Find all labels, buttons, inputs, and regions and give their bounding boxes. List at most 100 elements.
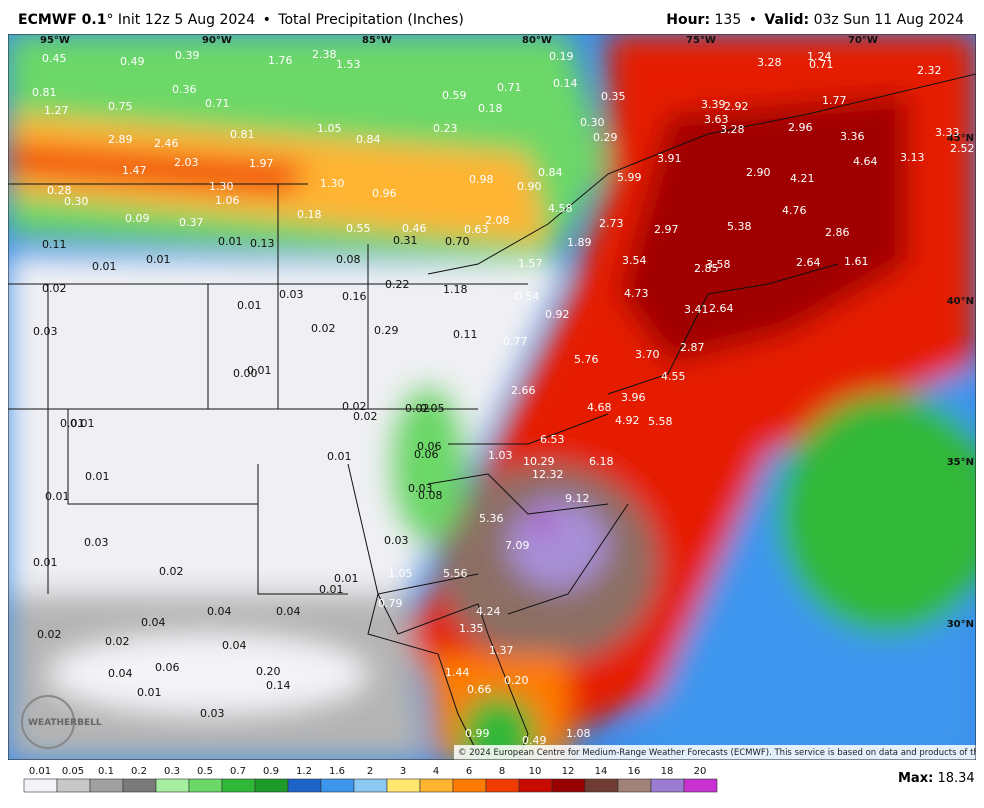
legend-swatch [386,778,421,793]
point-value: 1.53 [336,58,361,71]
point-value: 1.44 [445,666,470,679]
point-value: 0.06 [155,661,180,674]
legend-swatch [188,778,223,793]
point-value: 0.04 [207,605,232,618]
point-value: 0.01 [146,253,171,266]
legend-swatch [23,778,58,793]
header-left: ECMWF 0.1° Init 12z 5 Aug 2024 • Total P… [18,12,464,28]
point-value: 0.23 [433,122,458,135]
legend-tick: 18 [661,766,674,777]
legend: 0.01 0.05 0.1 0.2 0.3 0.5 0.7 0.9 1.2 1.6 2 3 4 6 8 10 1… [23,766,718,793]
legend-tick: 0.05 [62,766,84,777]
legend-tick: 1.6 [329,766,345,777]
point-value: 5.36 [479,512,504,525]
point-labels: 0.45 0.49 0.39 1.76 2.381.53 0.81 0.36 1.27 0.75… [32,48,975,747]
point-value: 4.76 [782,204,807,217]
legend-tick: 8 [499,766,505,777]
lat-label: 45°N [947,133,974,144]
point-value: 0.36 [172,83,197,96]
header: ECMWF 0.1° Init 12z 5 Aug 2024 • Total P… [0,0,984,34]
legend-swatch [56,778,91,793]
point-value: 7.09 [505,539,530,552]
legend-tick: 1.2 [296,766,312,777]
point-value: 0.18 [297,208,322,221]
legend-swatch [122,778,157,793]
legend-tick: 2 [367,766,373,777]
point-value: 0.49 [120,55,145,68]
point-value: 0.11 [453,328,478,341]
point-value: 4.64 [853,155,878,168]
point-value: 0.77 [503,335,528,348]
point-value: 0.81 [32,86,57,99]
point-value: 4.24 [476,605,501,618]
legend-swatch [485,778,520,793]
point-value: 3.28 [720,123,745,136]
point-value: 0.59 [442,89,467,102]
point-value: 3.96 [621,391,646,404]
point-value: 0.01 [85,470,110,483]
point-value: 3.41 [684,303,709,316]
point-value: 0.39 [175,49,200,62]
point-value: 1.05 [388,567,413,580]
point-value: 0.98 [469,173,494,186]
point-value: 2.97 [654,223,679,236]
point-value: 0.03 [33,325,58,338]
point-value: 0.01 [137,686,162,699]
point-value: 0.03 [279,288,304,301]
legend-bar: 0.01 0.05 0.1 0.2 0.3 0.5 0.7 0.9 1.2 1.6 2 3 4 6 8 10 1… [23,766,718,793]
point-value: 1.61 [844,255,869,268]
point-value: 5.38 [727,220,752,233]
point-value: 2.92 [724,100,749,113]
point-value: 0.02 [105,635,130,648]
point-value: 3.13 [900,151,925,164]
point-value: 0.01 [92,260,117,273]
point-value: 0.71 [205,97,230,110]
point-value: 4.55 [661,370,686,383]
point-value: 0.63 [464,223,489,236]
point-value: 0.02 [42,282,67,295]
header-right: Hour: 135 • Valid: 03z Sun 11 Aug 2024 [666,12,964,28]
point-value: 0.37 [179,216,204,229]
precip-field [8,34,976,760]
point-value: 1.24 [807,50,832,63]
point-value: 2.90 [746,166,771,179]
point-value: 0.02 [342,400,367,413]
point-value: 5.56 [443,567,468,580]
point-value: 0.90 [517,180,542,193]
legend-swatch [518,778,553,793]
point-value: 10.29 [523,455,555,468]
sep: • [748,12,757,28]
point-value: 3.39 [701,98,726,111]
point-value: 3.33 [935,126,960,139]
point-value: 1.27 [44,104,69,117]
valid-label: Valid: [764,12,810,28]
point-value: 0.01 [247,364,272,377]
point-value: 0.71 [809,58,834,71]
copyright: © 2024 European Centre for Medium-Range … [458,748,976,758]
point-value: 0.04 [276,605,301,618]
point-value: 2.52 [950,142,975,155]
legend-tick: 0.1 [98,766,114,777]
legend-tick: 12 [562,766,575,777]
point-value: 0.14 [553,77,578,90]
legend-tick: 16 [628,766,641,777]
point-value: 4.68 [587,401,612,414]
point-value: 6.18 [589,455,614,468]
point-value: 0.70 [445,235,470,248]
lat-label: 40°N [947,296,974,307]
sep: • [262,12,271,28]
point-value: 4.73 [624,287,649,300]
point-value: 0.49 [522,734,547,747]
point-value: 0.54 [515,290,540,303]
point-value: 3.63 [704,113,729,126]
point-value: 1.57 [518,257,543,270]
point-value: 1.97 [249,157,274,170]
point-value: 5.58 [648,415,673,428]
point-value: 5.99 [617,171,642,184]
point-value: 0.01 [334,572,359,585]
lon-label: 95°W [40,35,70,46]
product: Total Precipitation (Inches) [278,12,464,28]
point-value: 9.12 [565,492,590,505]
point-value: 12.32 [532,468,564,481]
point-value: 0.01 [237,299,262,312]
